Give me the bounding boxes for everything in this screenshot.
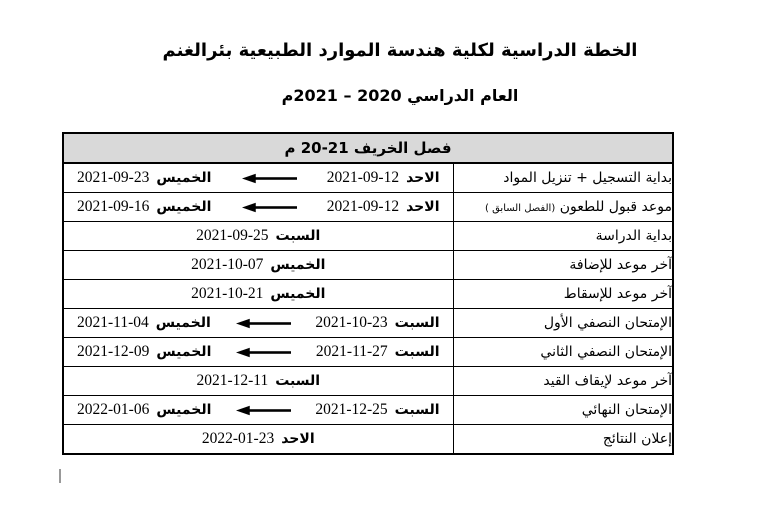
start-date: 2022-01-23 [201, 430, 275, 447]
event-label: موعد قبول للطعون [559, 199, 672, 215]
end-day: الخميس [156, 199, 212, 215]
document-title: الخطة الدراسية لكلية هندسة الموارد الطبي… [162, 40, 638, 61]
range-arrow-icon [235, 314, 291, 333]
table-row: موعد قبول للطعون (الفصل السابق ) الاحد 2… [62, 192, 674, 222]
start-date: 2021-09-12 [326, 198, 400, 215]
event-dates: السبت 2021-12-11 [64, 368, 452, 395]
event-dates: الاحد 2021-09-12 الخميس 2021-09-16 [64, 194, 452, 221]
start-date: 2021-12-11 [196, 372, 269, 389]
table-row: الإمتحان النهائي السبت 2021-12-25 الخميس… [62, 395, 674, 425]
start-day: الاحد [406, 199, 440, 215]
table-row: آخر موعد للإسقاط الخميس 2021-10-21 [62, 279, 674, 309]
end-day: الخميس [156, 402, 212, 418]
end-day: الخميس [155, 315, 211, 331]
event-dates: السبت 2021-12-25 الخميس 2022-01-06 [64, 397, 452, 424]
start-date: 2021-09-25 [196, 227, 269, 244]
start-date: 2021-10-07 [191, 256, 264, 273]
event-label: إعلان النتائج [452, 424, 674, 455]
start-date-group: الاحد 2021-09-12 [327, 198, 440, 216]
start-date-group: الاحد 2021-09-12 [327, 169, 440, 187]
start-date-group: الخميس 2021-10-07 [191, 256, 325, 274]
table-row: بداية التسجيل + تنزيل المواد الاحد 2021-… [62, 162, 674, 193]
table-header-row: فصل الخريف 21-20 م [62, 132, 674, 164]
start-date-group: الاحد 2022-01-23 [202, 430, 315, 448]
start-date-group: السبت 2021-12-11 [196, 372, 320, 390]
start-date-group: السبت 2021-12-25 [315, 401, 439, 419]
start-date: 2021-12-25 [315, 401, 388, 418]
end-date: 2021-09-16 [77, 198, 150, 215]
start-date-group: السبت 2021-10-23 [315, 314, 439, 332]
event-dates: الخميس 2021-10-21 [64, 281, 452, 308]
start-date: 2021-09-12 [326, 169, 400, 186]
event-dates: السبت 2021-09-25 [64, 223, 452, 250]
table-row: إعلان النتائج الاحد 2022-01-23 [62, 424, 674, 455]
start-day: الخميس [270, 286, 326, 302]
range-arrow-icon [236, 343, 292, 362]
event-label: بداية الدراسة [452, 221, 674, 251]
end-date-group: الخميس 2021-09-16 [77, 198, 211, 216]
event-label-note: (الفصل السابق ) [485, 203, 556, 214]
event-dates: الاحد 2022-01-23 [64, 425, 452, 453]
start-day: السبت [394, 402, 440, 418]
start-day: السبت [394, 315, 440, 331]
start-day: السبت [275, 373, 321, 389]
text-cursor-mark [59, 469, 61, 483]
range-arrow-icon [241, 198, 297, 217]
table-title: فصل الخريف 21-20 م [62, 132, 674, 164]
document-subtitle: العام الدراسي 2020 – 2021م [281, 86, 519, 105]
event-label: آخر موعد للإسقاط [452, 279, 674, 309]
start-day: السبت [394, 344, 440, 360]
end-day: الخميس [156, 344, 212, 360]
end-date-group: الخميس 2021-12-09 [77, 343, 211, 361]
end-date: 2021-12-09 [77, 343, 150, 360]
event-label: آخر موعد لإيقاف القيد [452, 366, 674, 396]
end-date: 2021-11-04 [77, 314, 149, 331]
start-day: الاحد [406, 170, 440, 186]
end-date: 2021-09-23 [77, 169, 150, 186]
event-dates: الخميس 2021-10-07 [64, 252, 452, 279]
start-day: الخميس [270, 257, 326, 273]
start-day: السبت [275, 228, 321, 244]
start-date: 2021-10-23 [315, 314, 388, 331]
event-label: الإمتحان النصفي الأول [452, 308, 674, 338]
end-date: 2022-01-06 [77, 401, 150, 418]
range-arrow-icon [235, 401, 291, 420]
event-label: الإمتحان النصفي الثاني [452, 337, 674, 367]
table-row: آخر موعد لإيقاف القيد السبت 2021-12-11 [62, 366, 674, 396]
event-label: بداية التسجيل + تنزيل المواد [452, 162, 674, 193]
start-day: الاحد [281, 431, 315, 447]
start-date: 2021-11-27 [315, 343, 388, 360]
start-date-group: السبت 2021-11-27 [316, 343, 440, 361]
end-date-group: الخميس 2021-09-23 [77, 169, 211, 187]
end-date-group: الخميس 2021-11-04 [77, 314, 211, 332]
table-row: آخر موعد للإضافة الخميس 2021-10-07 [62, 250, 674, 280]
range-arrow-icon [241, 169, 297, 188]
start-date: 2021-10-21 [191, 285, 264, 302]
end-day: الخميس [156, 170, 212, 186]
table-row: الإمتحان النصفي الثاني السبت 2021-11-27 … [62, 337, 674, 367]
event-dates: السبت 2021-10-23 الخميس 2021-11-04 [64, 310, 452, 337]
event-dates: السبت 2021-11-27 الخميس 2021-12-09 [64, 339, 452, 366]
table-row: بداية الدراسة السبت 2021-09-25 [62, 221, 674, 251]
event-label: الإمتحان النهائي [452, 395, 674, 425]
start-date-group: السبت 2021-09-25 [196, 227, 320, 245]
start-date-group: الخميس 2021-10-21 [191, 285, 325, 303]
table-row: الإمتحان النصفي الأول السبت 2021-10-23 ا… [62, 308, 674, 338]
end-date-group: الخميس 2022-01-06 [77, 401, 211, 419]
fall-semester-table: فصل الخريف 21-20 م بداية التسجيل + تنزيل… [62, 132, 674, 455]
event-dates: الاحد 2021-09-12 الخميس 2021-09-23 [64, 164, 452, 192]
event-label: آخر موعد للإضافة [452, 250, 674, 280]
